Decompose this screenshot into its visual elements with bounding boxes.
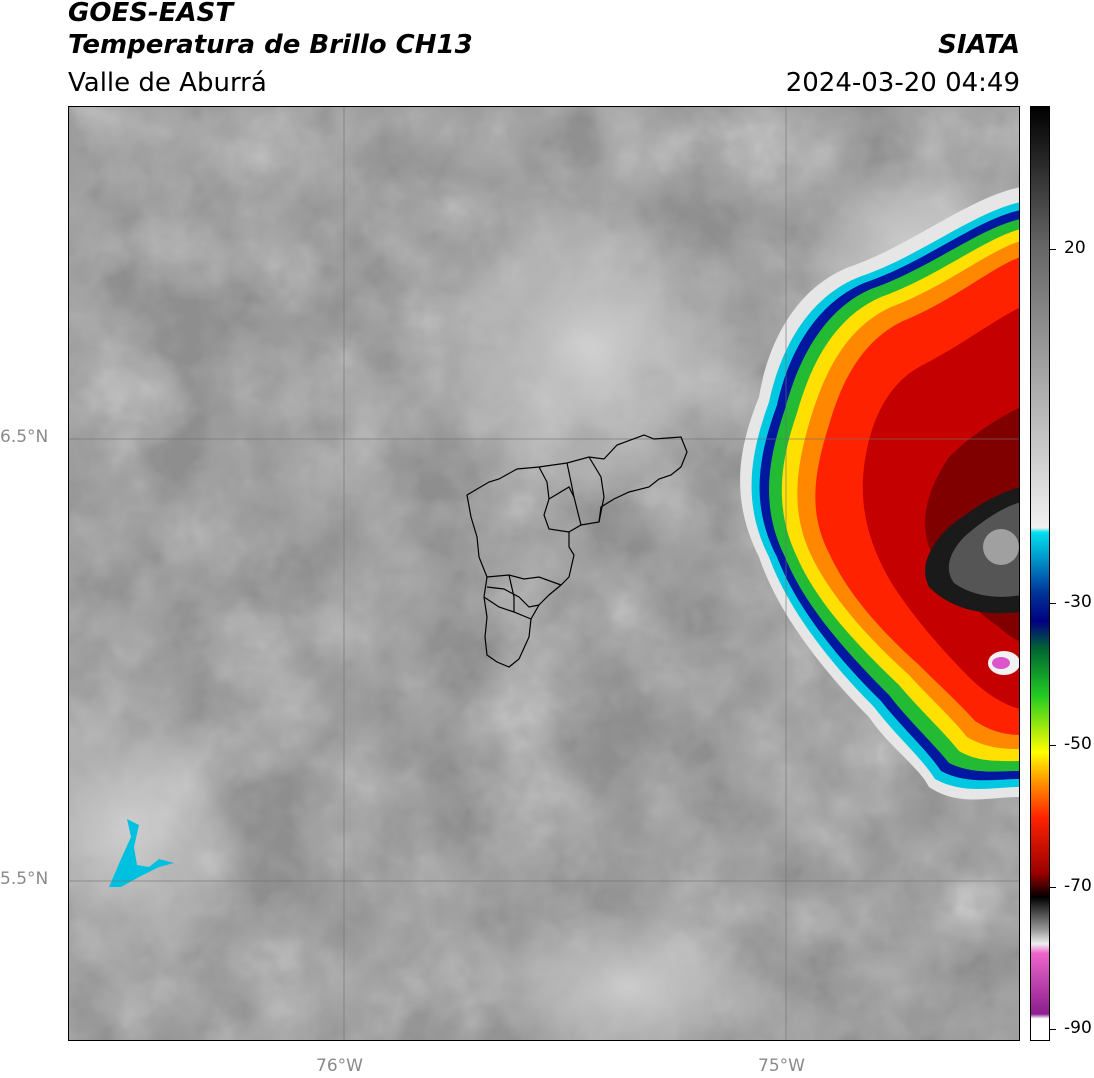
- lon-label-76w: 76°W: [316, 1056, 363, 1076]
- agency-label: SIATA: [938, 30, 1020, 60]
- light-cloud-patch: [69, 677, 249, 977]
- colorbar-label-minus50: -50: [1064, 734, 1092, 754]
- colorbar-label-minus70: -70: [1064, 876, 1092, 896]
- storm-cell: [740, 187, 1019, 800]
- municipal-boundaries: [466, 434, 688, 668]
- satellite-title: GOES-EAST: [68, 0, 234, 28]
- colorbar-tick: [1050, 887, 1056, 888]
- timestamp-label: 2024-03-20 04:49: [785, 68, 1020, 98]
- colorbar-label-minus30: -30: [1064, 592, 1092, 612]
- region-label: Valle de Aburrá: [68, 68, 267, 98]
- light-cloud-patch: [419, 187, 759, 507]
- graticule: [69, 107, 1019, 1040]
- colorbar-tick: [1050, 603, 1056, 604]
- product-title: Temperatura de Brillo CH13: [68, 30, 473, 60]
- colorbar-label-minus90: -90: [1064, 1018, 1092, 1038]
- colorbar-ramp: [1031, 107, 1049, 1040]
- small-cold-cloud: [109, 819, 174, 887]
- lat-label-5-5: 5.5°N: [0, 869, 49, 889]
- colorbar-tick: [1050, 745, 1056, 746]
- lon-label-75w: 75°W: [758, 1056, 805, 1076]
- colorbar-tick: [1050, 1029, 1056, 1030]
- colorbar: [1030, 106, 1050, 1041]
- colorbar-tick: [1050, 249, 1056, 250]
- satellite-map[interactable]: [68, 106, 1020, 1041]
- light-cloud-patch: [489, 907, 769, 1040]
- map-canvas: [69, 107, 1019, 1040]
- colorbar-label-20: 20: [1064, 238, 1086, 258]
- lat-label-6-5: 6.5°N: [0, 427, 49, 447]
